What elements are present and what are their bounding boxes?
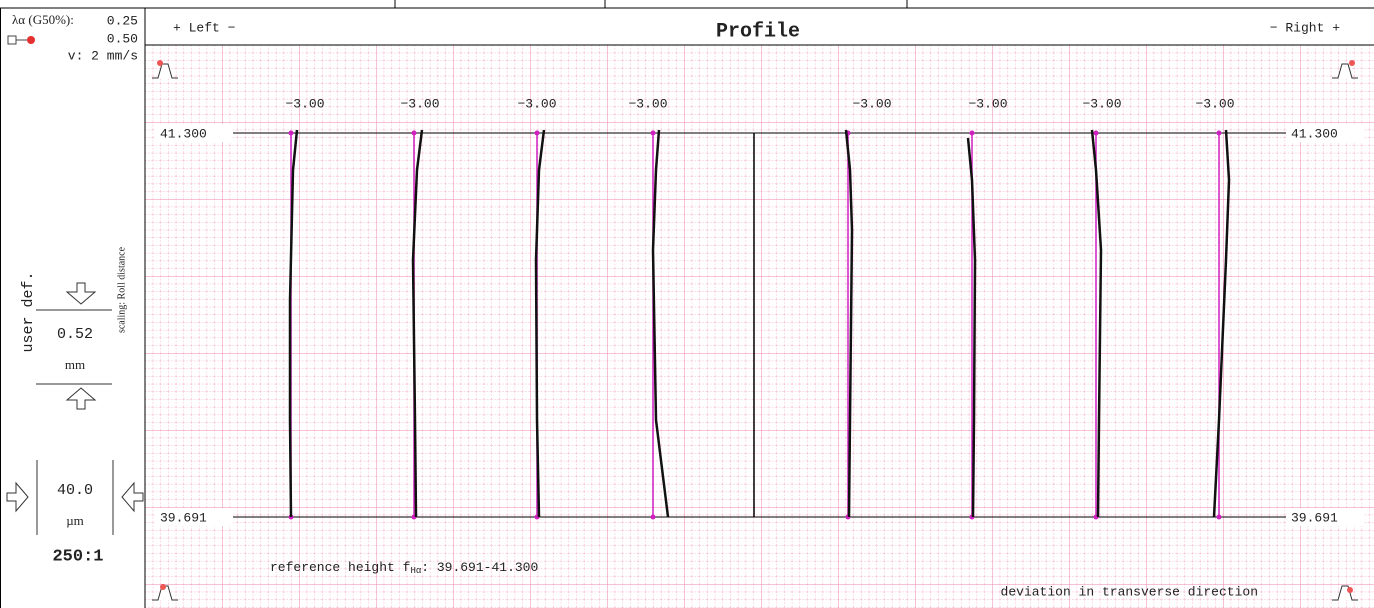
label-box bbox=[1286, 508, 1364, 526]
length-arrows bbox=[36, 282, 112, 410]
tooth-label: −3.00 bbox=[400, 96, 439, 111]
measured-profile bbox=[1090, 129, 1103, 518]
nominal-dot bbox=[288, 130, 294, 136]
ratio: 250:1 bbox=[52, 547, 103, 566]
nominal-dot bbox=[1093, 130, 1099, 136]
height-arrows bbox=[6, 460, 144, 535]
stylus-icon bbox=[7, 35, 35, 45]
measured-profile bbox=[411, 129, 424, 518]
tooth-label: −3.00 bbox=[1195, 96, 1234, 111]
tooth-label: −3.00 bbox=[285, 96, 324, 111]
reference-label: reference height fHα: 39.691-41.300 bbox=[270, 560, 538, 576]
length-unit: mm bbox=[65, 357, 85, 372]
corner-icons bbox=[152, 63, 1358, 601]
corner-dot bbox=[1347, 587, 1353, 593]
speed: v: 2 mm/s bbox=[68, 48, 138, 63]
reference-sub: Hα bbox=[410, 566, 421, 576]
nominal-dot bbox=[1216, 130, 1222, 136]
lower-label-left: 39.691 bbox=[160, 510, 207, 525]
left-label: + Left − bbox=[173, 20, 236, 35]
measured-profile bbox=[844, 129, 854, 518]
upper-label-left: 41.300 bbox=[160, 126, 207, 141]
tip-value: 0.50 bbox=[107, 31, 138, 46]
mode-label: user def. bbox=[20, 271, 37, 352]
reference-value: : 39.691-41.300 bbox=[421, 560, 538, 575]
nominal-dot bbox=[1216, 514, 1222, 520]
reference-text: reference height f bbox=[270, 560, 410, 575]
measured-profile bbox=[651, 129, 670, 518]
lambda-label: λα (G50%): bbox=[12, 12, 74, 27]
length-value: 0.52 bbox=[57, 326, 93, 343]
label-box bbox=[155, 508, 233, 526]
measured-profile bbox=[288, 129, 299, 518]
corner-dot bbox=[1349, 60, 1355, 66]
upper-label-right: 41.300 bbox=[1291, 126, 1338, 141]
height-value: 40.0 bbox=[57, 482, 93, 499]
nominal-dot bbox=[969, 130, 975, 136]
nominal-dot bbox=[534, 130, 540, 136]
tooth-label: −3.00 bbox=[968, 96, 1007, 111]
tooth-label: −3.00 bbox=[852, 96, 891, 111]
nominal-dot bbox=[650, 514, 656, 520]
height-unit: µm bbox=[66, 513, 84, 528]
title-band bbox=[145, 8, 1374, 45]
tooth-label: −3.00 bbox=[1082, 96, 1121, 111]
nominal-dot bbox=[650, 130, 656, 136]
label-box bbox=[1286, 124, 1364, 142]
right-label: − Right + bbox=[1270, 20, 1340, 35]
grid-major bbox=[145, 45, 1374, 608]
footer: deviation in transverse direction bbox=[1001, 584, 1258, 599]
scaling-label: scaling: Roll distance bbox=[116, 246, 127, 333]
corner-dot bbox=[157, 60, 163, 66]
lower-label-right: 39.691 bbox=[1291, 510, 1338, 525]
tooth-label: −3.00 bbox=[517, 96, 556, 111]
tooth-label: −3.00 bbox=[628, 96, 667, 111]
title: Profile bbox=[716, 20, 800, 43]
nominal-dot bbox=[411, 130, 417, 136]
measured-profile bbox=[1212, 129, 1231, 518]
lambda-value: 0.25 bbox=[107, 13, 138, 28]
label-box bbox=[155, 124, 233, 142]
measured-profile bbox=[534, 129, 546, 518]
measured-profile bbox=[966, 137, 977, 518]
corner-dot bbox=[160, 584, 166, 590]
